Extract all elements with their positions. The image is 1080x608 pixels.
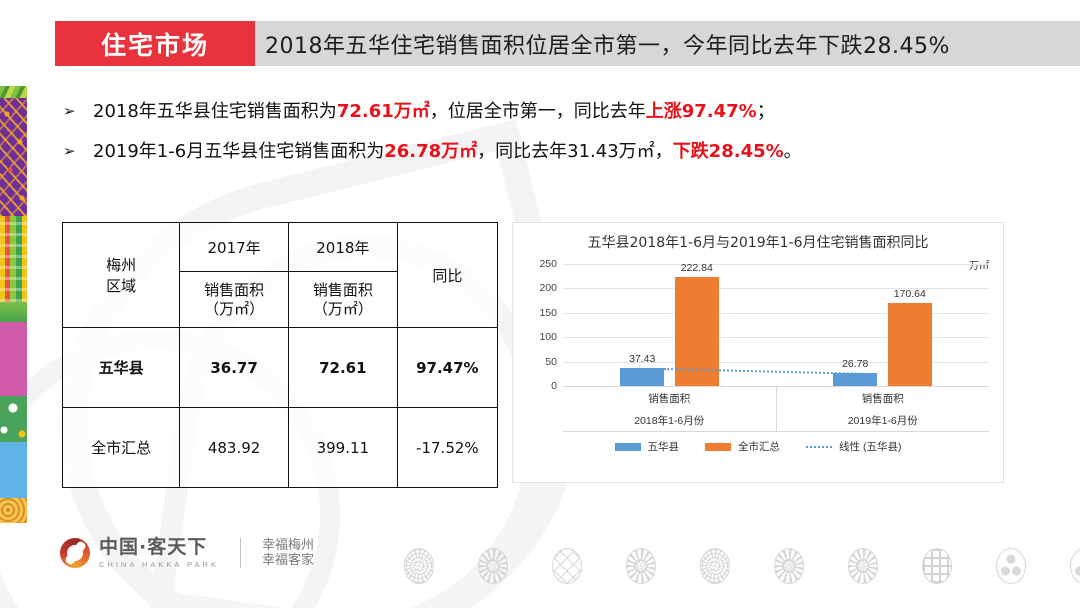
table-cell-yoy: 97.47% bbox=[396, 327, 499, 408]
table-cell-region: 五华县 bbox=[61, 327, 181, 408]
table-cell-region: 全市汇总 bbox=[61, 407, 181, 488]
chart-gridline bbox=[563, 312, 989, 314]
header-tag-label: 住宅市场 bbox=[100, 30, 209, 60]
chart-gridline bbox=[563, 264, 989, 265]
chart-legend: 五华县 全市汇总 线性 (五华县) bbox=[513, 439, 1003, 454]
header-bar: 住宅市场 2018年五华住宅销售面积位居全市第一，今年同比去年下跌28.45% bbox=[0, 21, 1080, 66]
table-cell-2017: 36.77 bbox=[179, 327, 289, 408]
chart-y-tick-label: 50 bbox=[545, 355, 557, 368]
medallion-row bbox=[404, 548, 1080, 584]
medallion-icon bbox=[774, 548, 804, 584]
medallion-icon bbox=[848, 548, 878, 584]
medallion-icon bbox=[626, 548, 656, 584]
decorative-ribbon bbox=[0, 86, 27, 523]
chart-gridline bbox=[563, 288, 989, 290]
chart-x-category: 销售面积 2019年1-6月份 bbox=[775, 387, 990, 431]
bullet-list: ➢ 2018年五华县住宅销售面积为72.61万㎡，位居全市第一，同比去年上涨97… bbox=[63, 100, 1040, 180]
bullet-arrow-icon: ➢ bbox=[63, 143, 76, 160]
chart-y-tick-label: 100 bbox=[539, 331, 557, 344]
logo-slogan: 幸福梅州 幸福客家 bbox=[262, 538, 314, 568]
table-subheader-2018: 销售面积 （万㎡） bbox=[287, 271, 398, 328]
bullet-arrow-icon: ➢ bbox=[63, 103, 76, 120]
table-cell-2017: 483.92 bbox=[179, 407, 289, 488]
medallion-icon bbox=[922, 548, 952, 584]
legend-swatch bbox=[705, 442, 732, 451]
chart-x-sublabel: 2019年1-6月份 bbox=[847, 414, 918, 427]
sales-area-table: 梅州 区域 2017年 2018年 同比 销售面积 （万㎡） 销售面积 （万㎡） 五华… bbox=[61, 222, 499, 488]
table-cell-yoy: -17.52% bbox=[396, 407, 499, 488]
chart-gridline bbox=[563, 361, 989, 363]
bullet-text: 2018年五华县住宅销售面积为72.61万㎡，位居全市第一，同比去年上涨97.4… bbox=[93, 101, 775, 122]
chart-legend-item[interactable]: 五华县 bbox=[614, 439, 680, 454]
table-corner-header: 梅州 区域 bbox=[61, 222, 181, 328]
chart-bar bbox=[833, 372, 878, 386]
chart-title: 五华县2018年1-6月与2019年1-6月住宅销售面积同比 bbox=[587, 235, 929, 251]
chart-x-label: 销售面积 bbox=[648, 392, 691, 405]
medallion-icon bbox=[700, 548, 730, 584]
logo-divider bbox=[239, 538, 241, 569]
chart-data-label: 222.84 bbox=[680, 262, 713, 275]
legend-label: 线性 (五华县) bbox=[839, 441, 902, 453]
chart-plot-area: 0 50 100 150 200 250 37.43 222.84 26.78 170.64 bbox=[539, 258, 989, 392]
medallion-icon bbox=[1070, 548, 1080, 584]
chart-gridline bbox=[563, 337, 989, 339]
header-title: 2018年五华住宅销售面积位居全市第一，今年同比去年下跌28.45% bbox=[265, 33, 950, 59]
chart-x-axis: 销售面积 2018年1-6月份 销售面积 2019年1-6月份 bbox=[563, 386, 989, 432]
bullet-item: ➢ 2018年五华县住宅销售面积为72.61万㎡，位居全市第一，同比去年上涨97… bbox=[63, 100, 1040, 124]
logo-slogan-line2: 幸福客家 bbox=[261, 553, 314, 569]
medallion-icon bbox=[552, 548, 582, 584]
chart-y-tick-label: 200 bbox=[539, 282, 557, 295]
table-row: 全市汇总 483.92 399.11 -17.52% bbox=[61, 407, 499, 488]
logo-english-name: CHINA HAKKA PARK bbox=[99, 560, 219, 569]
chart-data-label: 37.43 bbox=[629, 352, 656, 365]
chart-y-tick-label: 150 bbox=[539, 306, 557, 319]
chart-bar bbox=[674, 277, 719, 386]
table-cell-2018: 72.61 bbox=[287, 327, 398, 408]
table-header-2017: 2017年 bbox=[179, 222, 289, 272]
table-header-2018: 2018年 bbox=[287, 222, 398, 272]
logo-slogan-line1: 幸福梅州 bbox=[261, 538, 314, 554]
medallion-icon bbox=[404, 548, 434, 584]
legend-swatch bbox=[806, 445, 833, 448]
legend-label: 全市汇总 bbox=[738, 441, 781, 453]
chart-bar bbox=[887, 302, 932, 386]
chart-x-category: 销售面积 2018年1-6月份 bbox=[563, 387, 776, 431]
chart-x-sublabel: 2018年1-6月份 bbox=[634, 414, 705, 427]
chart-data-label: 26.78 bbox=[842, 357, 869, 370]
header-gray-strip bbox=[251, 21, 1080, 66]
legend-label: 五华县 bbox=[647, 441, 680, 453]
chart-unit-label: 万㎡ bbox=[969, 261, 989, 272]
medallion-icon bbox=[996, 548, 1026, 584]
table-cell-2018: 399.11 bbox=[287, 407, 398, 488]
logo-chinese-name: 中国·客天下 bbox=[99, 536, 208, 558]
medallion-icon bbox=[478, 548, 508, 584]
chart-y-tick-label: 0 bbox=[551, 380, 557, 392]
chart-y-tick-label: 250 bbox=[539, 258, 557, 270]
chart-bar bbox=[620, 367, 665, 386]
chart-x-label: 销售面积 bbox=[861, 392, 904, 405]
chart-legend-item[interactable]: 线性 (五华县) bbox=[806, 439, 901, 454]
logo-mark-icon bbox=[60, 538, 90, 569]
header-tag-badge: 住宅市场 bbox=[55, 21, 255, 66]
table-row: 五华县 36.77 72.61 97.47% bbox=[61, 327, 499, 408]
chart-legend-item[interactable]: 全市汇总 bbox=[705, 439, 780, 454]
brand-logo: 中国·客天下 CHINA HAKKA PARK 幸福梅州 幸福客家 bbox=[60, 538, 314, 569]
bullet-text: 2019年1-6月五华县住宅销售面积为26.78万㎡，同比去年31.43万㎡，下… bbox=[93, 141, 802, 162]
bullet-item: ➢ 2019年1-6月五华县住宅销售面积为26.78万㎡，同比去年31.43万㎡… bbox=[63, 140, 1040, 164]
sales-comparison-chart: 五华县2018年1-6月与2019年1-6月住宅销售面积同比 万㎡ 0 50 100… bbox=[512, 222, 1004, 483]
legend-swatch bbox=[614, 442, 641, 451]
footer: 中国·客天下 CHINA HAKKA PARK 幸福梅州 幸福客家 bbox=[0, 524, 1080, 608]
chart-data-label: 170.64 bbox=[893, 287, 926, 300]
table-subheader-2017: 销售面积 （万㎡） bbox=[179, 271, 289, 328]
table-header-yoy: 同比 bbox=[396, 222, 499, 328]
